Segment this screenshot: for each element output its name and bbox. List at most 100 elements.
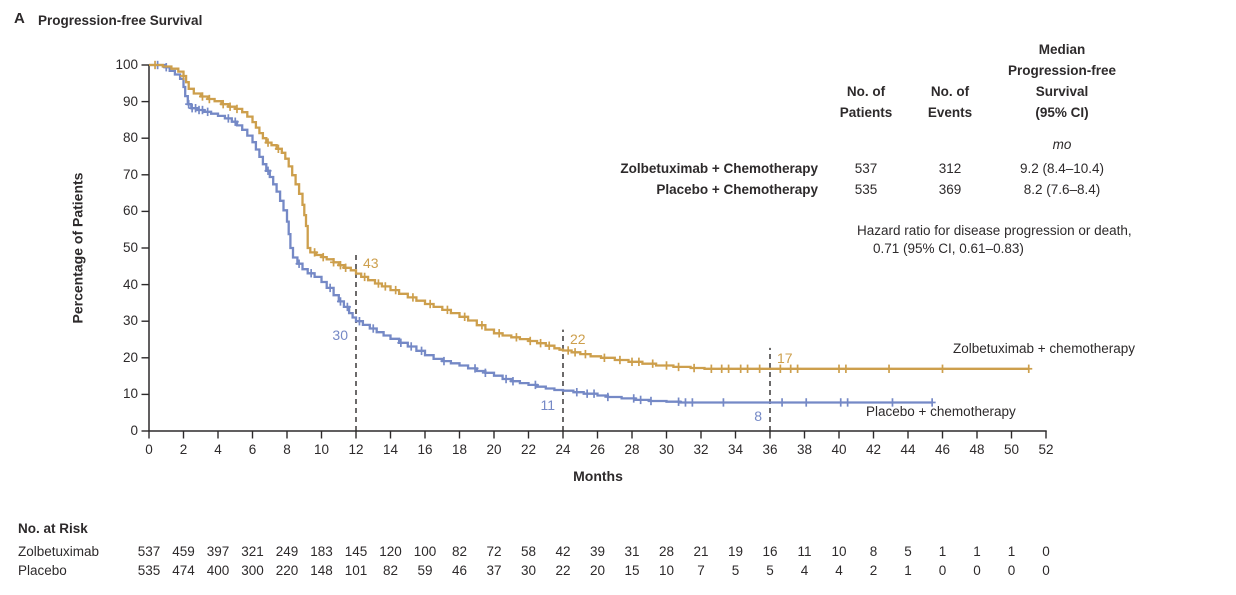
x-tick-label: 4 <box>214 442 222 457</box>
x-tick-label: 24 <box>555 442 571 457</box>
stats-events-placebo: 369 <box>938 182 962 197</box>
milestone-value-zolbetuximab: 22 <box>570 331 586 348</box>
risk-count: 10 <box>831 544 847 559</box>
risk-count: 1 <box>904 563 912 578</box>
risk-count: 19 <box>727 544 744 559</box>
x-tick-label: 22 <box>520 442 537 457</box>
x-tick-label: 8 <box>283 442 291 457</box>
events-header-line1: No. of <box>930 84 970 99</box>
risk-count: 42 <box>555 544 571 559</box>
x-tick-label: 30 <box>658 442 675 457</box>
milestone-value-zolbetuximab: 43 <box>363 254 379 271</box>
risk-count: 20 <box>589 563 606 578</box>
y-tick-label: 10 <box>122 386 138 402</box>
y-tick-label: 100 <box>115 57 138 72</box>
milestone-value-placebo: 30 <box>332 327 348 344</box>
events-header-line2: Events <box>927 105 973 120</box>
risk-count: 21 <box>693 544 709 559</box>
risk-count: 459 <box>172 544 195 559</box>
risk-count: 2 <box>869 563 878 578</box>
x-tick-label: 34 <box>727 442 744 457</box>
risk-count: 0 <box>1042 563 1050 578</box>
stats-row-label-zolbetuximab: Zolbetuximab + Chemotherapy <box>620 161 818 176</box>
median-header-line2: Progression-free <box>1007 63 1117 78</box>
stats-events-zolbetuximab: 312 <box>938 161 962 176</box>
median-header-line4: (95% CI) <box>1035 105 1089 120</box>
x-tick-label: 2 <box>179 442 188 457</box>
stats-median-zolbetuximab: 9.2 (8.4–10.4) <box>1019 161 1105 176</box>
risk-count: 7 <box>697 563 705 578</box>
risk-count: 8 <box>869 544 878 559</box>
risk-count: 11 <box>797 544 812 559</box>
risk-count: 400 <box>206 563 230 578</box>
series-label-zolbetuximab: Zolbetuximab + chemotherapy <box>953 341 1135 356</box>
median-unit-label: mo <box>1052 137 1072 152</box>
y-tick-label: 0 <box>130 423 138 438</box>
risk-count: 15 <box>624 563 640 578</box>
milestone-value-zolbetuximab: 17 <box>777 349 793 366</box>
y-tick-label: 40 <box>122 276 138 292</box>
y-tick-label: 20 <box>122 349 138 365</box>
x-tick-label: 52 <box>1038 442 1054 457</box>
risk-count: 397 <box>206 544 230 559</box>
risk-count: 321 <box>241 544 264 559</box>
risk-count: 249 <box>275 544 299 559</box>
panel-title: Progression-free Survival <box>38 13 203 28</box>
risk-count: 82 <box>451 544 468 559</box>
patients-header-line2: Patients <box>839 105 893 120</box>
series-label-placebo: Placebo + chemotherapy <box>866 404 1016 419</box>
x-axis-title: Months <box>573 468 623 484</box>
x-tick-label: 12 <box>348 442 364 457</box>
x-tick-label: 42 <box>865 442 882 457</box>
risk-count: 220 <box>275 563 299 578</box>
x-tick-label: 16 <box>417 442 433 457</box>
risk-count: 58 <box>520 544 537 559</box>
risk-count: 4 <box>835 563 843 578</box>
x-tick-label: 18 <box>451 442 468 457</box>
risk-count: 0 <box>938 563 947 578</box>
risk-count: 148 <box>310 563 333 578</box>
x-tick-label: 44 <box>900 442 916 457</box>
y-tick-label: 60 <box>122 203 138 219</box>
risk-count: 183 <box>310 544 333 559</box>
risk-count: 535 <box>137 563 161 578</box>
x-tick-label: 20 <box>486 442 502 457</box>
milestone-value-placebo: 8 <box>754 407 762 424</box>
risk-count: 46 <box>451 563 468 578</box>
risk-count: 72 <box>486 544 502 559</box>
risk-count: 537 <box>137 544 161 559</box>
x-tick-label: 50 <box>1003 442 1020 457</box>
hazard-ratio-note-line2: 0.71 (95% CI, 0.61–0.83) <box>873 241 1024 256</box>
x-tick-label: 32 <box>693 442 709 457</box>
risk-count: 82 <box>382 563 399 578</box>
panel-letter: A <box>14 10 25 27</box>
y-tick-label: 30 <box>122 313 138 329</box>
x-tick-label: 0 <box>145 442 153 457</box>
curve-zolbetuximab <box>149 63 1029 370</box>
risk-count: 1 <box>1007 544 1016 559</box>
risk-count: 474 <box>172 563 195 578</box>
stats-row-label-placebo: Placebo + Chemotherapy <box>656 182 818 197</box>
risk-count: 22 <box>555 563 571 578</box>
risk-count: 37 <box>486 563 502 578</box>
x-tick-label: 38 <box>796 442 813 457</box>
risk-count: 30 <box>520 563 537 578</box>
y-tick-label: 50 <box>122 240 138 255</box>
y-tick-label: 90 <box>122 93 138 109</box>
risk-count: 0 <box>1007 563 1016 578</box>
risk-count: 101 <box>344 563 368 578</box>
risk-count: 5 <box>731 563 740 578</box>
x-tick-label: 28 <box>624 442 640 457</box>
risk-count: 4 <box>800 563 809 578</box>
curve-placebo <box>149 63 933 404</box>
risk-count: 300 <box>241 563 264 578</box>
risk-count: 100 <box>413 544 437 559</box>
x-tick-label: 14 <box>382 442 399 457</box>
median-header-line1: Median <box>1038 42 1086 57</box>
risk-count: 0 <box>973 563 981 578</box>
milestone-value-placebo: 11 <box>540 396 555 413</box>
risk-table-title: No. at Risk <box>18 521 88 536</box>
risk-count: 120 <box>379 544 402 559</box>
